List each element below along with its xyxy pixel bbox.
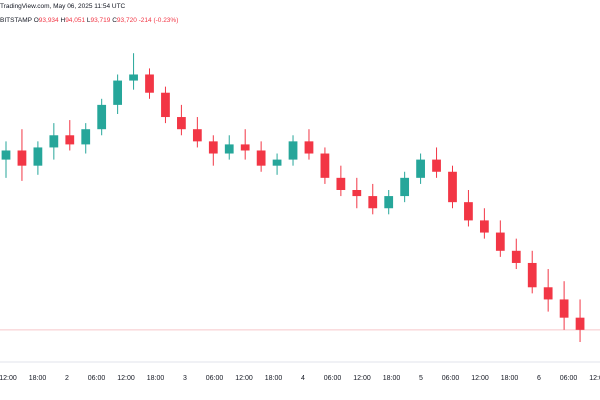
candle-body xyxy=(336,177,346,190)
x-tick-label: 06:00 xyxy=(88,375,106,382)
ohlc-low-value: 93,719 xyxy=(90,17,111,24)
candle-body xyxy=(559,299,569,318)
x-tick-label: 18:00 xyxy=(29,375,47,382)
candle-body xyxy=(384,196,394,209)
candle-body xyxy=(129,74,138,81)
candle-body xyxy=(511,250,521,263)
x-tick-label: 06:00 xyxy=(560,375,578,382)
candle-body xyxy=(49,135,59,148)
ohlc-high-label: H xyxy=(60,17,66,24)
candle-body xyxy=(224,144,234,154)
candle-body xyxy=(17,150,27,166)
candle-body xyxy=(368,196,378,209)
x-tick-label: 2 xyxy=(65,375,69,382)
candle-body xyxy=(543,287,553,300)
ohlc-low-label: L xyxy=(86,17,91,24)
candle-body xyxy=(192,129,202,142)
ohlc-close-value: 93,720 xyxy=(116,17,137,24)
ohlc-high-value: 94,051 xyxy=(65,17,86,24)
candle-body xyxy=(145,74,154,93)
candle-body xyxy=(352,190,362,197)
x-tick-label: 12:00 xyxy=(117,375,135,382)
x-tick-label: 4 xyxy=(301,375,305,382)
candle-body xyxy=(81,129,91,145)
ohlc-open-label: O xyxy=(33,17,39,24)
x-tick-label: 12:00 xyxy=(589,375,600,382)
candle-body xyxy=(161,92,170,118)
x-tick-label: 18:00 xyxy=(501,375,519,382)
ohlc-open-value: 93,934 xyxy=(38,17,59,24)
x-tick-label: 18:00 xyxy=(265,375,283,382)
x-tick-label: 18:00 xyxy=(383,375,401,382)
chart-source-line: TradingView.com, May 06, 2025 11:54 UTC xyxy=(0,3,125,10)
x-tick-label: 6 xyxy=(537,375,541,382)
x-tick-label: 12:00 xyxy=(235,375,253,382)
candle-body xyxy=(272,159,282,166)
x-tick-label: 06:00 xyxy=(324,375,342,382)
x-tick-label: 12:00 xyxy=(353,375,371,382)
ohlc-close-label: C xyxy=(112,17,117,24)
x-tick-label: 12:00 xyxy=(0,375,17,382)
candle-body xyxy=(256,150,266,166)
change-value: -214 (-0.23%) xyxy=(138,17,179,24)
candle-body xyxy=(177,117,186,130)
candle-body xyxy=(416,159,425,178)
x-tick-label: 5 xyxy=(419,375,423,382)
symbol-label: BITSTAMP xyxy=(0,17,32,24)
candle-body xyxy=(575,317,585,330)
candle-body xyxy=(527,262,537,288)
candle-body xyxy=(304,141,314,154)
candle-body xyxy=(432,159,441,172)
x-tick-label: 06:00 xyxy=(206,375,224,382)
candle-body xyxy=(33,147,43,166)
candle-body xyxy=(208,141,218,154)
candle-body xyxy=(1,150,11,160)
x-tick-label: 06:00 xyxy=(442,375,460,382)
candle-body xyxy=(464,202,473,221)
x-tick-label: 12:00 xyxy=(471,375,489,382)
candle-body xyxy=(448,171,457,203)
ohlc-legend: BITSTAMP O93,934 H94,051 L93,719 C93,720… xyxy=(0,17,178,24)
candle-body xyxy=(400,177,410,197)
candle-body xyxy=(495,232,505,251)
candle-body xyxy=(240,144,250,151)
candle-body xyxy=(97,104,107,130)
candle-body xyxy=(288,141,298,160)
candle-body xyxy=(479,220,489,233)
candle-body xyxy=(320,153,330,178)
x-tick-label: 18:00 xyxy=(147,375,165,382)
candle-body xyxy=(113,80,123,105)
x-tick-label: 3 xyxy=(183,375,187,382)
candle-body xyxy=(65,135,75,145)
source-text: TradingView.com, May 06, 2025 11:54 UTC xyxy=(0,3,126,10)
